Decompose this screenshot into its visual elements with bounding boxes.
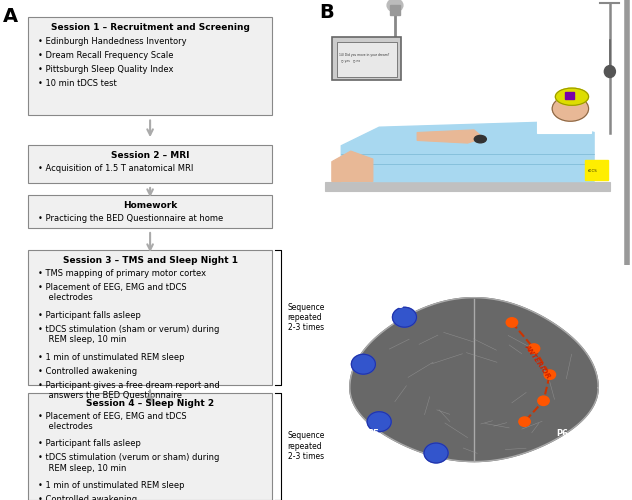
- Bar: [565, 92, 574, 100]
- Text: C: C: [319, 268, 334, 286]
- Text: • TMS mapping of primary motor cortex: • TMS mapping of primary motor cortex: [38, 269, 206, 278]
- Text: P6: P6: [557, 429, 568, 438]
- Circle shape: [387, 0, 403, 12]
- Text: T4: T4: [595, 365, 606, 374]
- Text: • Controlled awakening: • Controlled awakening: [38, 496, 137, 500]
- Text: Session 4 – Sleep Night 2: Session 4 – Sleep Night 2: [86, 398, 214, 407]
- Text: • 1 min of unstimulated REM sleep: • 1 min of unstimulated REM sleep: [38, 482, 185, 490]
- Text: B: B: [319, 2, 334, 22]
- Circle shape: [367, 412, 391, 432]
- Text: • Controlled awakening: • Controlled awakening: [38, 367, 137, 376]
- FancyBboxPatch shape: [28, 195, 272, 228]
- Text: tDCS: tDCS: [588, 168, 597, 172]
- Text: • Acquisition of 1.5 T anatomical MRI: • Acquisition of 1.5 T anatomical MRI: [38, 164, 193, 173]
- FancyBboxPatch shape: [28, 392, 272, 500]
- Polygon shape: [350, 298, 598, 462]
- Text: • Practicing the BED Questionnaire at home: • Practicing the BED Questionnaire at ho…: [38, 214, 223, 223]
- Text: • tDCS stimulation (sham or verum) during
    REM sleep, 10 min: • tDCS stimulation (sham or verum) durin…: [38, 325, 219, 344]
- Text: ○ yes   ○ no: ○ yes ○ no: [341, 60, 360, 64]
- Text: • Participant gives a free dream report and
    answers the BED Questionnaire: • Participant gives a free dream report …: [38, 381, 220, 400]
- Circle shape: [506, 318, 518, 327]
- Bar: [325, 182, 610, 191]
- Text: • Dream Recall Frequency Scale: • Dream Recall Frequency Scale: [38, 50, 173, 59]
- Text: Sequence
repeated
2-3 times: Sequence repeated 2-3 times: [288, 302, 325, 332]
- Text: Session 3 – TMS and Sleep Night 1: Session 3 – TMS and Sleep Night 1: [63, 256, 238, 265]
- Bar: [336, 42, 397, 77]
- Text: P3: P3: [392, 301, 404, 310]
- Circle shape: [538, 396, 549, 406]
- Circle shape: [528, 344, 540, 354]
- Text: Session 1 – Recruitment and Screening: Session 1 – Recruitment and Screening: [51, 24, 250, 32]
- Text: P5: P5: [367, 429, 379, 438]
- Text: A: A: [3, 8, 18, 26]
- Text: Sequence
repeated
2-3 times: Sequence repeated 2-3 times: [288, 432, 325, 461]
- Text: Homework: Homework: [123, 201, 177, 210]
- Circle shape: [392, 308, 416, 327]
- FancyBboxPatch shape: [28, 18, 272, 115]
- FancyBboxPatch shape: [28, 145, 272, 182]
- Polygon shape: [341, 122, 594, 182]
- Polygon shape: [332, 151, 373, 182]
- Ellipse shape: [556, 88, 588, 106]
- Circle shape: [544, 370, 556, 380]
- Text: • tDCS stimulation (verum or sham) during
    REM sleep, 10 min: • tDCS stimulation (verum or sham) durin…: [38, 454, 219, 473]
- Text: Session 2 – MRI: Session 2 – MRI: [111, 151, 190, 160]
- FancyBboxPatch shape: [28, 250, 272, 385]
- Text: ANTERIOR: ANTERIOR: [523, 344, 551, 380]
- Ellipse shape: [474, 136, 487, 143]
- Text: • Placement of EEG, EMG and tDCS
    electrodes: • Placement of EEG, EMG and tDCS electro…: [38, 283, 186, 302]
- Text: 14) Did you move in your dream?: 14) Did you move in your dream?: [339, 52, 389, 56]
- Text: • 10 min tDCS test: • 10 min tDCS test: [38, 78, 117, 88]
- Bar: [390, 6, 399, 15]
- Ellipse shape: [552, 96, 588, 121]
- Text: Fz: Fz: [485, 276, 495, 285]
- Circle shape: [424, 443, 448, 463]
- Circle shape: [519, 417, 530, 426]
- Text: • 1 min of unstimulated REM sleep: • 1 min of unstimulated REM sleep: [38, 353, 185, 362]
- Text: T3: T3: [332, 365, 344, 374]
- Polygon shape: [417, 130, 483, 143]
- Text: • Participant falls asleep: • Participant falls asleep: [38, 311, 141, 320]
- Text: • Pittsburgh Sleep Quality Index: • Pittsburgh Sleep Quality Index: [38, 64, 173, 74]
- Text: • Participant falls asleep: • Participant falls asleep: [38, 440, 141, 448]
- Text: • Placement of EEG, EMG and tDCS
    electrodes: • Placement of EEG, EMG and tDCS electro…: [38, 412, 186, 431]
- Circle shape: [351, 354, 375, 374]
- Bar: [585, 160, 609, 180]
- Text: • Edinburgh Handedness Inventory: • Edinburgh Handedness Inventory: [38, 36, 186, 46]
- Bar: [332, 37, 401, 80]
- Bar: [537, 118, 591, 132]
- Ellipse shape: [604, 66, 616, 78]
